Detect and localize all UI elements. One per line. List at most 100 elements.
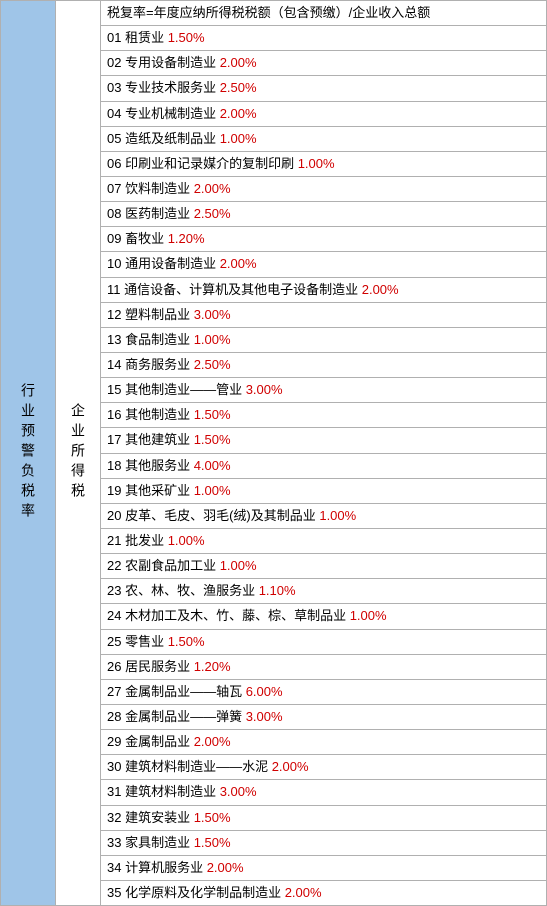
row-rate: 1.00%	[194, 483, 231, 498]
row-label: 10 通用设备制造业	[107, 256, 220, 271]
row-rate: 1.10%	[259, 583, 296, 598]
row-label: 26 居民服务业	[107, 659, 194, 674]
row-label: 27 金属制品业——轴瓦	[107, 684, 246, 699]
table-row: 13 食品制造业 1.00%	[101, 328, 547, 353]
tax-type-header-cell: 企业所得税	[56, 1, 101, 906]
table-row: 10 通用设备制造业 2.00%	[101, 252, 547, 277]
row-rate: 2.00%	[220, 256, 257, 271]
table-row: 17 其他建筑业 1.50%	[101, 428, 547, 453]
row-rate: 2.00%	[207, 860, 244, 875]
row-label: 31 建筑材料制造业	[107, 784, 220, 799]
table-row: 19 其他采矿业 1.00%	[101, 479, 547, 504]
category-header-cell: 行业预警负税率	[1, 1, 56, 906]
row-rate: 3.00%	[220, 784, 257, 799]
table-row: 20 皮革、毛皮、羽毛(绒)及其制品业 1.00%	[101, 504, 547, 529]
table-row: 05 造纸及纸制品业 1.00%	[101, 127, 547, 152]
row-rate: 2.00%	[285, 885, 322, 900]
row-label: 30 建筑材料制造业——水泥	[107, 759, 272, 774]
row-rate: 1.50%	[168, 634, 205, 649]
row-rate: 2.00%	[194, 734, 231, 749]
row-rate: 2.50%	[194, 357, 231, 372]
row-label: 34 计算机服务业	[107, 860, 207, 875]
row-rate: 3.00%	[246, 709, 283, 724]
table-row: 03 专业技术服务业 2.50%	[101, 76, 547, 101]
row-rate: 1.50%	[194, 432, 231, 447]
row-rate: 1.00%	[298, 156, 335, 171]
row-rate: 1.00%	[350, 608, 387, 623]
table-row: 06 印刷业和记录媒介的复制印刷 1.00%	[101, 152, 547, 177]
formula-row: 税复率=年度应纳所得税税额（包含预缴）/企业收入总额	[101, 1, 547, 26]
table-row: 23 农、林、牧、渔服务业 1.10%	[101, 579, 547, 604]
row-label: 14 商务服务业	[107, 357, 194, 372]
table-row: 33 家具制造业 1.50%	[101, 831, 547, 856]
row-label: 12 塑料制品业	[107, 307, 194, 322]
row-label: 04 专业机械制造业	[107, 106, 220, 121]
row-rate: 3.00%	[246, 382, 283, 397]
row-label: 17 其他建筑业	[107, 432, 194, 447]
row-label: 19 其他采矿业	[107, 483, 194, 498]
row-rate: 1.00%	[319, 508, 356, 523]
table-row: 24 木材加工及木、竹、藤、棕、草制品业 1.00%	[101, 604, 547, 629]
row-label: 23 农、林、牧、渔服务业	[107, 583, 259, 598]
row-rate: 1.50%	[194, 835, 231, 850]
row-label: 18 其他服务业	[107, 458, 194, 473]
row-label: 22 农副食品加工业	[107, 558, 220, 573]
row-label: 24 木材加工及木、竹、藤、棕、草制品业	[107, 608, 350, 623]
row-label: 21 批发业	[107, 533, 168, 548]
row-label: 13 食品制造业	[107, 332, 194, 347]
row-rate: 1.00%	[168, 533, 205, 548]
table-row: 30 建筑材料制造业——水泥 2.00%	[101, 755, 547, 780]
row-label: 07 饮料制造业	[107, 181, 194, 196]
table-row: 09 畜牧业 1.20%	[101, 227, 547, 252]
row-label: 03 专业技术服务业	[107, 80, 220, 95]
row-rate: 4.00%	[194, 458, 231, 473]
table-row: 32 建筑安装业 1.50%	[101, 806, 547, 831]
table-row: 18 其他服务业 4.00%	[101, 454, 547, 479]
table-row: 02 专用设备制造业 2.00%	[101, 51, 547, 76]
table-row: 27 金属制品业——轴瓦 6.00%	[101, 680, 547, 705]
row-rate: 1.00%	[194, 332, 231, 347]
row-label: 28 金属制品业——弹簧	[107, 709, 246, 724]
row-rate: 1.00%	[220, 131, 257, 146]
row-rate: 2.50%	[220, 80, 257, 95]
row-rate: 2.00%	[220, 106, 257, 121]
row-rate: 1.20%	[194, 659, 231, 674]
table-row: 28 金属制品业——弹簧 3.00%	[101, 705, 547, 730]
table-row: 08 医药制造业 2.50%	[101, 202, 547, 227]
row-label: 11 通信设备、计算机及其他电子设备制造业	[107, 282, 362, 297]
row-label: 02 专用设备制造业	[107, 55, 220, 70]
row-label: 29 金属制品业	[107, 734, 194, 749]
table-row: 16 其他制造业 1.50%	[101, 403, 547, 428]
table-row: 07 饮料制造业 2.00%	[101, 177, 547, 202]
row-label: 25 零售业	[107, 634, 168, 649]
table-row: 01 租赁业 1.50%	[101, 26, 547, 51]
table-row: 31 建筑材料制造业 3.00%	[101, 780, 547, 805]
table-row: 34 计算机服务业 2.00%	[101, 856, 547, 881]
row-label: 15 其他制造业——管业	[107, 382, 246, 397]
table-row: 35 化学原料及化学制品制造业 2.00%	[101, 881, 547, 906]
row-rate: 6.00%	[246, 684, 283, 699]
table-row: 12 塑料制品业 3.00%	[101, 303, 547, 328]
category-header-text: 行业预警负税率	[18, 383, 38, 523]
row-label: 32 建筑安装业	[107, 810, 194, 825]
row-rate: 2.50%	[194, 206, 231, 221]
table-row: 26 居民服务业 1.20%	[101, 655, 547, 680]
table-row: 14 商务服务业 2.50%	[101, 353, 547, 378]
table-row: 22 农副食品加工业 1.00%	[101, 554, 547, 579]
row-rate: 2.00%	[194, 181, 231, 196]
tax-rate-table: 行业预警负税率 企业所得税 税复率=年度应纳所得税税额（包含预缴）/企业收入总额…	[0, 0, 547, 906]
row-rate: 1.00%	[220, 558, 257, 573]
row-label: 06 印刷业和记录媒介的复制印刷	[107, 156, 298, 171]
row-label: 20 皮革、毛皮、羽毛(绒)及其制品业	[107, 508, 319, 523]
row-label: 33 家具制造业	[107, 835, 194, 850]
tax-type-header-text: 企业所得税	[68, 403, 88, 503]
row-rate: 2.00%	[220, 55, 257, 70]
table-row: 21 批发业 1.00%	[101, 529, 547, 554]
row-rate: 1.20%	[168, 231, 205, 246]
row-rate: 2.00%	[272, 759, 309, 774]
row-label: 16 其他制造业	[107, 407, 194, 422]
table-row: 15 其他制造业——管业 3.00%	[101, 378, 547, 403]
table-row: 29 金属制品业 2.00%	[101, 730, 547, 755]
table-row: 04 专业机械制造业 2.00%	[101, 102, 547, 127]
row-rate: 2.00%	[362, 282, 399, 297]
